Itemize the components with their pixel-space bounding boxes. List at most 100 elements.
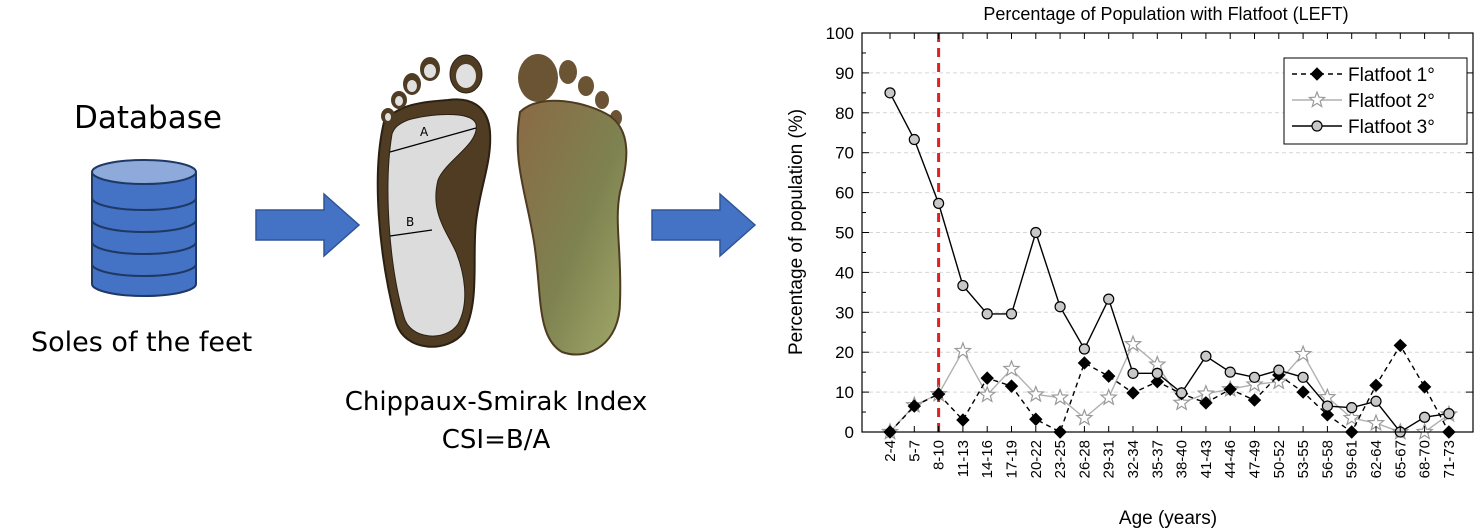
circle-marker bbox=[1370, 395, 1382, 407]
series-diamond bbox=[883, 338, 1456, 439]
star-marker bbox=[1050, 388, 1070, 406]
y-tick-label: 30 bbox=[835, 303, 854, 322]
y-tick-label: 80 bbox=[835, 104, 854, 123]
x-tick-label: 68-70 bbox=[1417, 440, 1434, 478]
x-tick-label: 20-22 bbox=[1028, 440, 1045, 478]
circle-marker bbox=[1200, 350, 1212, 362]
x-tick-label: 47-49 bbox=[1247, 440, 1264, 478]
star-marker bbox=[1123, 334, 1143, 353]
x-tick-label: 8-10 bbox=[931, 440, 948, 470]
series-line bbox=[889, 343, 1450, 433]
x-tick-label: 26-28 bbox=[1076, 440, 1093, 478]
x-tick-label: 53-55 bbox=[1295, 440, 1312, 478]
circle-marker bbox=[1224, 366, 1236, 378]
circle-marker bbox=[933, 197, 945, 209]
y-axis-label: Percentage of population (%) bbox=[786, 109, 807, 355]
star-marker bbox=[1099, 388, 1118, 406]
diamond-marker bbox=[1223, 382, 1237, 397]
x-tick-label: 38-40 bbox=[1174, 440, 1191, 478]
diamond-marker bbox=[1004, 379, 1019, 393]
circle-marker bbox=[1078, 343, 1090, 355]
csi-caption-line2: CSI=B/A bbox=[441, 425, 551, 455]
diamond-marker bbox=[931, 387, 946, 401]
star-marker bbox=[953, 341, 973, 359]
diamond-marker bbox=[1310, 67, 1324, 81]
database-caption: Soles of the feet bbox=[31, 327, 253, 358]
series-line bbox=[889, 344, 1450, 434]
csi-caption: Chippaux-Smirak Index CSI=B/A bbox=[330, 383, 662, 459]
star-marker bbox=[1075, 408, 1094, 426]
diamond-marker bbox=[1077, 356, 1092, 370]
x-tick-label: 5-7 bbox=[906, 440, 923, 462]
diamond-marker bbox=[1199, 396, 1213, 410]
star-marker bbox=[1026, 384, 1046, 403]
flatfoot-line-chart: Percentage of Population with Flatfoot (… bbox=[786, 4, 1474, 529]
star-marker bbox=[1002, 359, 1021, 377]
circle-marker bbox=[1176, 387, 1188, 399]
circle-marker bbox=[1311, 120, 1323, 132]
star-marker bbox=[977, 385, 997, 403]
series-circle bbox=[884, 87, 1455, 438]
x-tick-label: 29-31 bbox=[1101, 440, 1118, 478]
legend-label: Flatfoot 3° bbox=[1348, 117, 1435, 138]
legend-label: Flatfoot 1° bbox=[1348, 65, 1435, 86]
diamond-marker bbox=[1393, 338, 1408, 353]
y-tick-label: 100 bbox=[826, 24, 854, 43]
series-layer bbox=[880, 87, 1459, 440]
diamond-marker bbox=[1126, 386, 1140, 400]
csi-caption-line1: Chippaux-Smirak Index bbox=[344, 387, 648, 417]
diamond-marker bbox=[1417, 380, 1432, 394]
circle-marker bbox=[908, 133, 920, 146]
x-tick-label: 62-64 bbox=[1368, 440, 1385, 478]
database-title: Database bbox=[74, 100, 222, 136]
x-tick-label: 14-16 bbox=[979, 440, 996, 478]
circle-marker bbox=[981, 308, 993, 320]
foot-label-a: A bbox=[420, 125, 429, 139]
circle-marker bbox=[884, 87, 896, 99]
x-tick-label: 11-13 bbox=[955, 440, 972, 477]
circle-marker bbox=[1248, 371, 1261, 383]
circle-marker bbox=[1418, 411, 1431, 423]
star-marker bbox=[1307, 90, 1327, 108]
circle-marker bbox=[1346, 402, 1358, 414]
circle-marker bbox=[1054, 301, 1066, 313]
circle-marker bbox=[1297, 371, 1309, 383]
x-tick-label: 2-4 bbox=[882, 440, 899, 462]
circle-marker bbox=[957, 279, 969, 292]
database-cylinder-icon bbox=[91, 159, 197, 297]
circle-marker bbox=[1443, 408, 1455, 420]
series-star bbox=[880, 334, 1459, 440]
legend-label: Flatfoot 2° bbox=[1348, 91, 1435, 112]
star-marker bbox=[1342, 408, 1361, 426]
right-arrow-icon bbox=[651, 192, 757, 258]
diamond-marker bbox=[1296, 385, 1310, 399]
x-tick-label: 71-73 bbox=[1441, 440, 1458, 478]
foot-outline-csi-diagram: A B bbox=[376, 54, 492, 348]
right-arrow-icon bbox=[255, 192, 361, 258]
y-tick-label: 10 bbox=[835, 383, 854, 402]
x-axis-label: Age (years) bbox=[1119, 508, 1217, 529]
x-tick-label: 35-37 bbox=[1149, 440, 1166, 478]
foot-label-b: B bbox=[406, 215, 414, 229]
circle-marker bbox=[1030, 226, 1042, 239]
star-marker bbox=[1172, 393, 1191, 411]
y-tick-label: 50 bbox=[835, 224, 854, 243]
circle-marker bbox=[1321, 400, 1334, 412]
circle-marker bbox=[1273, 364, 1285, 376]
diamond-marker bbox=[1320, 408, 1335, 422]
star-marker bbox=[1245, 374, 1264, 393]
circle-marker bbox=[1151, 367, 1163, 379]
axes: 0 10 20 30 40 50 60 70 80 90 100 2-4 5-7 8-10 11-13 14-… bbox=[826, 24, 1473, 478]
chart-title: Percentage of Population with Flatfoot (… bbox=[983, 4, 1348, 24]
x-tick-label: 32-34 bbox=[1125, 440, 1142, 478]
circle-marker bbox=[1103, 293, 1115, 305]
x-tick-label: 56-58 bbox=[1319, 440, 1336, 478]
y-tick-label: 60 bbox=[835, 184, 854, 203]
x-tick-label: 59-61 bbox=[1344, 440, 1361, 478]
x-tick-label: 41-43 bbox=[1198, 440, 1215, 478]
x-tick-label: 17-19 bbox=[1004, 440, 1021, 478]
x-tick-label: 23-25 bbox=[1052, 440, 1069, 478]
y-tick-label: 70 bbox=[835, 144, 854, 163]
diamond-marker bbox=[1150, 375, 1165, 389]
diamond-marker bbox=[1029, 412, 1043, 426]
